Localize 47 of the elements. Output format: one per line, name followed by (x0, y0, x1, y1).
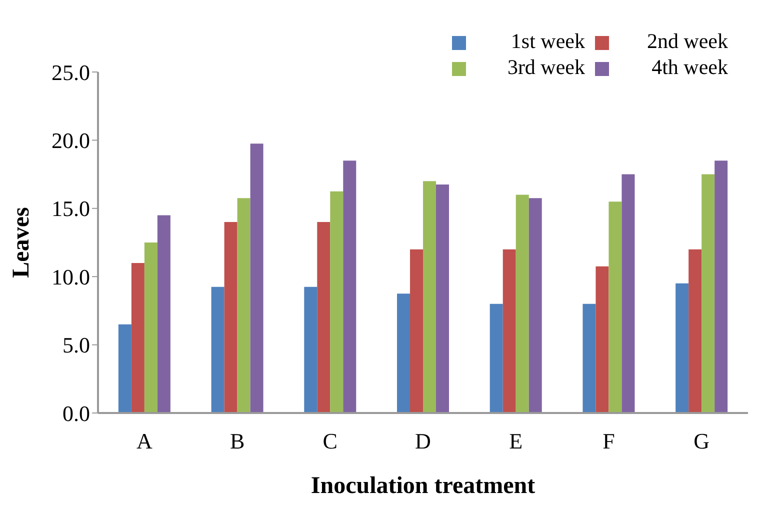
x-axis-title: Inoculation treatment (310, 473, 536, 499)
bar (397, 294, 410, 413)
y-tick-label: 5.0 (62, 332, 90, 358)
bar (410, 249, 423, 413)
y-tick-label: 15.0 (52, 196, 90, 222)
bar (250, 144, 264, 413)
bar (688, 249, 702, 413)
bar (224, 222, 238, 413)
bar (118, 324, 132, 413)
bar (330, 191, 344, 413)
bar (157, 215, 170, 413)
x-tick-label: C (322, 428, 338, 454)
legend-label: 2nd week (646, 28, 728, 54)
bar (317, 222, 330, 413)
x-tick-label: G (694, 428, 710, 454)
bar (490, 304, 503, 413)
bar (676, 283, 689, 413)
y-tick-label: 20.0 (52, 128, 90, 154)
bar (211, 286, 224, 413)
x-tick-label: F (602, 428, 615, 454)
legend-label: 3rd week (506, 54, 585, 80)
bar (714, 160, 728, 413)
x-tick-label: D (415, 428, 431, 454)
y-tick-label: 10.0 (52, 264, 90, 290)
bar (528, 198, 542, 413)
bar (622, 174, 635, 413)
x-tick-label: E (509, 428, 523, 454)
bar (304, 286, 318, 413)
bar (502, 249, 516, 413)
bar (144, 242, 158, 413)
bar (702, 174, 715, 413)
y-tick-label: 0.0 (62, 400, 90, 426)
bar (343, 160, 356, 413)
x-tick-label: A (136, 428, 152, 454)
bar (237, 198, 250, 413)
bar (436, 184, 449, 413)
x-tick-label: B (230, 428, 245, 454)
bar (516, 194, 529, 413)
bar (131, 262, 144, 413)
legend-label: 4th week (650, 54, 728, 80)
bar (582, 304, 596, 413)
bar (596, 266, 609, 413)
y-tick-label: 25.0 (52, 60, 90, 85)
y-axis-title: Leaves (8, 207, 35, 278)
bar (608, 202, 622, 413)
legend-label: 1st week (510, 28, 585, 54)
bar (423, 181, 436, 413)
